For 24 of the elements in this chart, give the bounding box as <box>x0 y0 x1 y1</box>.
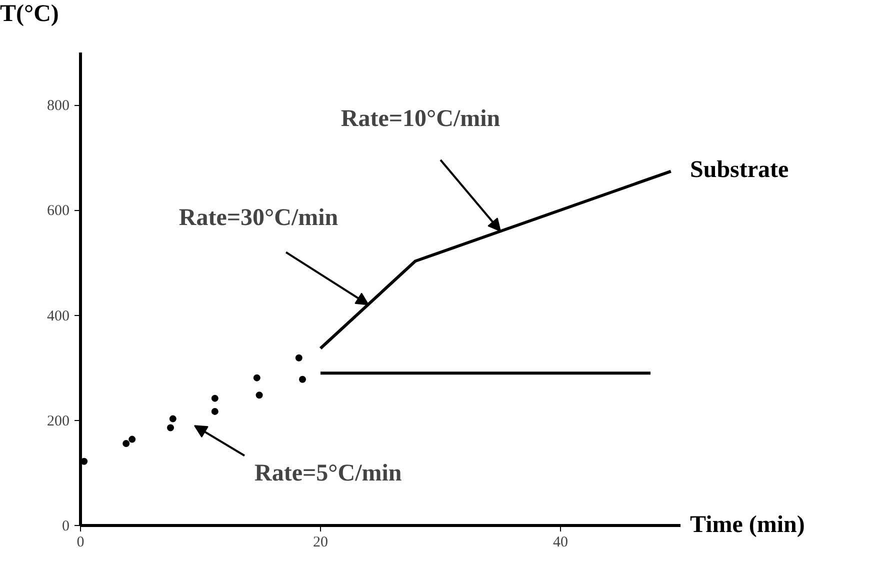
annotation: Rate=5°C/min <box>254 460 402 487</box>
y-axis-title: T(°C) <box>0 0 59 28</box>
x-tick-label: 20 <box>313 534 328 550</box>
point <box>122 440 130 448</box>
series-label: Substrate <box>690 156 789 184</box>
annotation: Rate=10°C/min <box>340 106 500 132</box>
point <box>211 408 218 415</box>
x-axis-title: Time (min) <box>690 511 805 539</box>
y-tick-label: 400 <box>47 308 70 324</box>
x-tick-label: 0 <box>76 534 84 550</box>
point <box>295 354 302 362</box>
y-tick-label: 200 <box>47 413 70 430</box>
point <box>299 376 306 383</box>
y-tick-label: 0 <box>62 518 70 534</box>
point <box>253 374 260 382</box>
y-tick-label: 800 <box>47 98 70 114</box>
annotation: Rate=30°C/min <box>178 204 338 231</box>
point <box>256 392 263 399</box>
x-tick-label: 40 <box>553 534 568 550</box>
point <box>167 424 174 432</box>
point <box>128 436 136 443</box>
y-tick-label: 600 <box>47 203 70 220</box>
point <box>211 394 218 402</box>
point <box>169 415 176 422</box>
